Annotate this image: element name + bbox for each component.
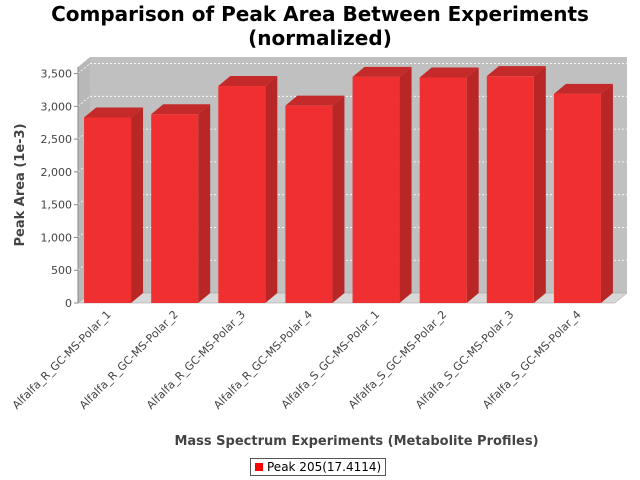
y-tick-label: 1,000 bbox=[41, 231, 73, 244]
bar-top bbox=[553, 83, 613, 94]
y-tick-label: 2,500 bbox=[41, 133, 73, 146]
bar-top bbox=[218, 76, 278, 87]
bar-top bbox=[486, 66, 546, 77]
bar-top bbox=[419, 67, 479, 78]
y-tick-label: 3,500 bbox=[41, 68, 73, 81]
bar-side bbox=[265, 76, 278, 303]
bar bbox=[486, 76, 534, 303]
legend-swatch bbox=[255, 463, 263, 471]
gridline-side bbox=[77, 96, 91, 107]
bar bbox=[285, 105, 333, 303]
chart-title-line-1: Comparison of Peak Area Between Experime… bbox=[51, 2, 589, 26]
bar-side bbox=[533, 66, 546, 303]
bar-side bbox=[332, 95, 345, 303]
bar bbox=[553, 93, 601, 303]
bar-top bbox=[285, 95, 345, 106]
bar-top bbox=[352, 66, 412, 77]
bar bbox=[352, 76, 400, 303]
chart-title-line-2: (normalized) bbox=[248, 26, 392, 50]
y-tick-label: 3,000 bbox=[41, 100, 73, 113]
legend-label: Peak 205(17.4114) bbox=[267, 460, 382, 474]
bar-side bbox=[466, 67, 479, 303]
y-axis-label: Peak Area (1e-3) bbox=[13, 123, 28, 246]
bar-side bbox=[399, 66, 412, 303]
y-tick-label: 500 bbox=[51, 264, 72, 277]
bar-side bbox=[600, 83, 613, 303]
y-tick-label: 0 bbox=[65, 297, 72, 310]
bar bbox=[84, 117, 132, 303]
bar-top bbox=[84, 107, 144, 118]
x-axis-label: Mass Spectrum Experiments (Metabolite Pr… bbox=[174, 434, 538, 449]
bar-side bbox=[131, 107, 144, 303]
bar bbox=[218, 86, 266, 303]
y-tick-label: 2,000 bbox=[41, 166, 73, 179]
y-tick-label: 1,500 bbox=[41, 199, 73, 212]
bar-side bbox=[198, 104, 211, 303]
chart-title: Comparison of Peak Area Between Experime… bbox=[0, 2, 640, 50]
legend: Peak 205(17.4114) bbox=[250, 458, 387, 476]
bar bbox=[151, 114, 199, 303]
bar-top bbox=[151, 104, 211, 115]
bar bbox=[419, 77, 467, 303]
gridline-side bbox=[77, 63, 91, 74]
